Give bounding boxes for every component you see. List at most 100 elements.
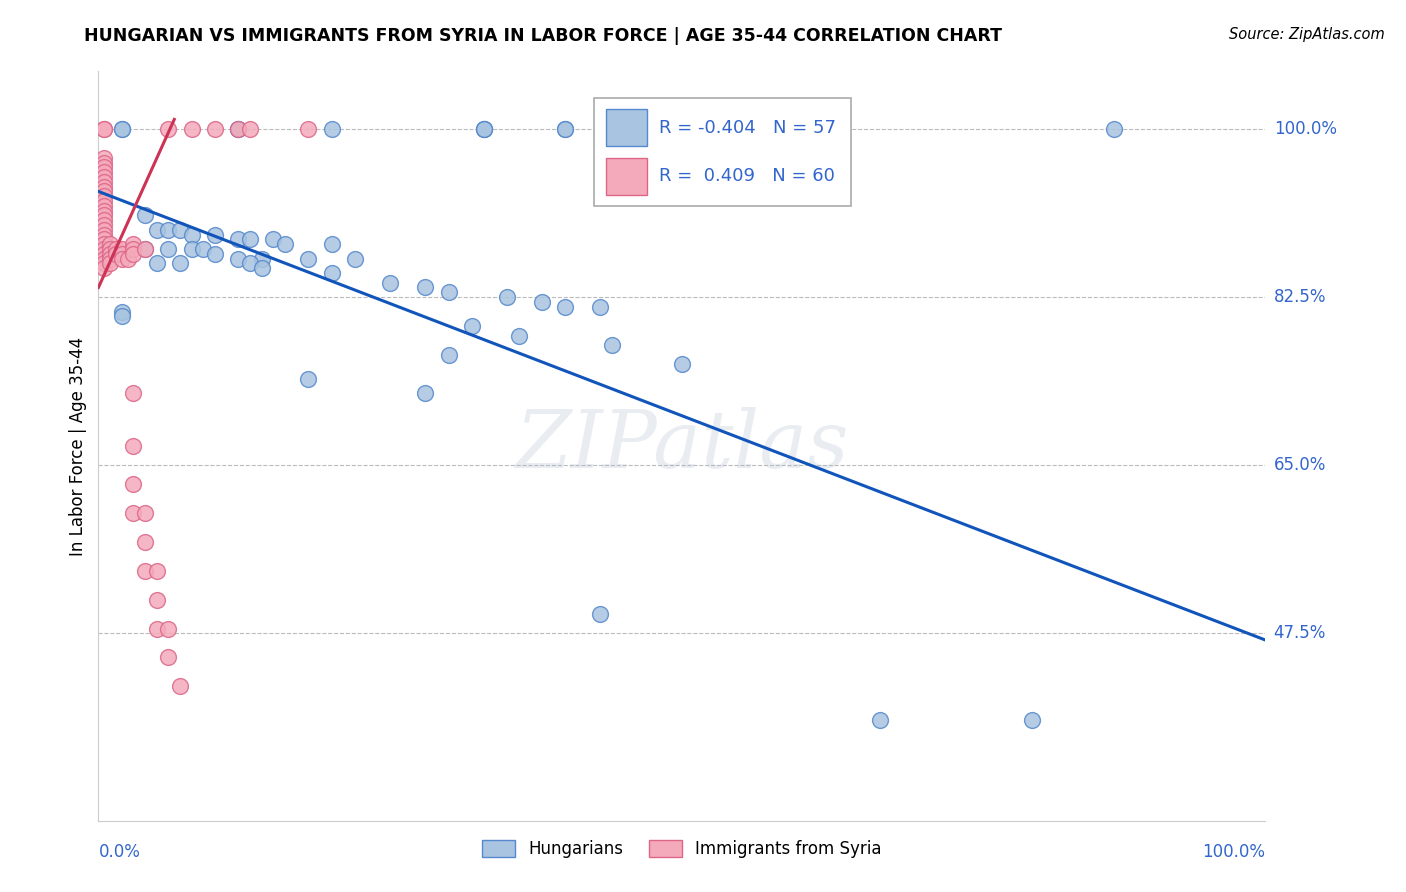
Text: HUNGARIAN VS IMMIGRANTS FROM SYRIA IN LABOR FORCE | AGE 35-44 CORRELATION CHART: HUNGARIAN VS IMMIGRANTS FROM SYRIA IN LA…: [84, 27, 1002, 45]
Point: [250, 261, 273, 276]
Point: [93, 189, 115, 203]
Point: [98, 252, 121, 266]
Point: [111, 242, 134, 256]
Point: [93, 199, 115, 213]
Point: [122, 506, 145, 520]
Point: [297, 372, 319, 386]
Point: [437, 285, 460, 300]
Point: [93, 151, 115, 165]
Point: [380, 276, 402, 290]
Point: [157, 622, 180, 636]
Point: [204, 247, 226, 261]
Point: [413, 280, 436, 294]
Point: [111, 310, 134, 324]
Point: [204, 227, 226, 242]
Point: [93, 161, 115, 175]
Point: [787, 122, 810, 136]
Point: [122, 242, 145, 256]
Point: [321, 266, 343, 280]
Point: [134, 535, 156, 549]
Point: [554, 300, 576, 314]
Point: [589, 300, 612, 314]
Point: [262, 232, 284, 246]
Point: [93, 242, 115, 256]
Point: [180, 227, 202, 242]
Point: [98, 242, 121, 256]
Point: [93, 252, 115, 266]
Point: [321, 122, 343, 136]
Point: [157, 650, 180, 665]
Point: [239, 232, 262, 246]
Point: [204, 122, 226, 136]
Point: [239, 256, 262, 270]
FancyBboxPatch shape: [595, 97, 851, 206]
Point: [472, 122, 495, 136]
Point: [93, 155, 115, 169]
Point: [508, 328, 530, 343]
Text: R = -0.404   N = 57: R = -0.404 N = 57: [658, 119, 835, 136]
Point: [600, 338, 623, 352]
Point: [98, 237, 121, 252]
Point: [111, 122, 134, 136]
Point: [93, 232, 115, 246]
Point: [636, 122, 658, 136]
Point: [93, 122, 115, 136]
Legend: Hungarians, Immigrants from Syria: Hungarians, Immigrants from Syria: [475, 833, 889, 864]
Point: [134, 506, 156, 520]
Point: [554, 122, 576, 136]
Point: [93, 227, 115, 242]
Point: [1102, 122, 1125, 136]
Point: [472, 122, 495, 136]
Point: [111, 252, 134, 266]
Text: Source: ZipAtlas.com: Source: ZipAtlas.com: [1229, 27, 1385, 42]
Point: [869, 713, 891, 727]
Point: [93, 169, 115, 184]
Point: [228, 122, 250, 136]
Point: [111, 247, 134, 261]
Point: [274, 237, 297, 252]
Point: [134, 242, 156, 256]
Point: [134, 564, 156, 578]
Point: [122, 477, 145, 491]
Text: 47.5%: 47.5%: [1274, 624, 1326, 642]
Point: [146, 256, 169, 270]
Point: [122, 439, 145, 453]
Point: [589, 607, 612, 621]
Point: [122, 247, 145, 261]
Point: [93, 165, 115, 179]
Point: [250, 252, 273, 266]
Point: [671, 357, 693, 371]
Point: [134, 209, 156, 223]
Text: ZIPatlas: ZIPatlas: [515, 408, 849, 484]
Point: [93, 209, 115, 223]
Point: [93, 223, 115, 237]
Point: [180, 242, 202, 256]
Point: [93, 175, 115, 189]
Point: [93, 122, 115, 136]
Point: [134, 242, 156, 256]
Point: [193, 242, 215, 256]
Point: [472, 122, 495, 136]
Point: [344, 252, 367, 266]
Point: [93, 261, 115, 276]
Point: [146, 223, 169, 237]
Y-axis label: In Labor Force | Age 35-44: In Labor Force | Age 35-44: [69, 336, 87, 556]
Point: [297, 122, 319, 136]
Point: [93, 179, 115, 194]
Point: [530, 294, 553, 309]
Text: 100.0%: 100.0%: [1274, 120, 1337, 138]
Point: [554, 122, 576, 136]
Point: [117, 252, 139, 266]
Point: [93, 185, 115, 199]
Point: [228, 122, 250, 136]
Point: [437, 348, 460, 362]
Bar: [606, 109, 647, 146]
Point: [146, 564, 169, 578]
Point: [122, 237, 145, 252]
Point: [461, 318, 484, 333]
Point: [104, 242, 127, 256]
Point: [93, 203, 115, 218]
Point: [169, 223, 191, 237]
Point: [239, 122, 262, 136]
Point: [146, 622, 169, 636]
